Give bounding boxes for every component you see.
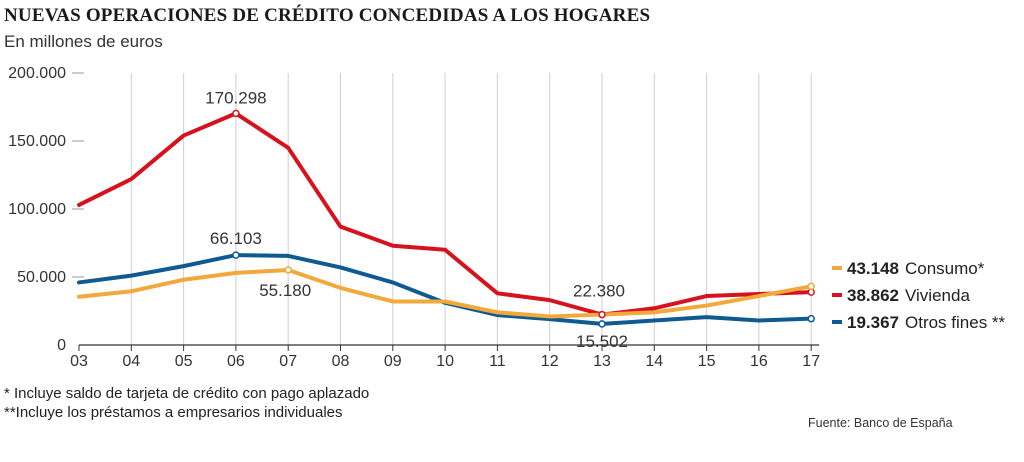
- x-tick-label: 06: [227, 353, 245, 370]
- y-tick-label: 200.000: [8, 65, 66, 82]
- x-tick-label: 14: [645, 353, 663, 370]
- x-tick-label: 16: [750, 353, 768, 370]
- x-tick-label: 05: [175, 353, 193, 370]
- x-tick-label: 11: [489, 353, 506, 370]
- source-credit: Fuente: Banco de España: [808, 416, 953, 430]
- annotation-marker: [232, 109, 240, 118]
- x-tick-label: 10: [436, 353, 454, 370]
- annotation-marker: [284, 266, 292, 274]
- annotation-label: 22.380: [573, 282, 625, 301]
- annotation-label: 170.298: [205, 88, 266, 107]
- series-line-consumo: [77, 267, 814, 319]
- y-tick-label: 0: [57, 337, 66, 354]
- end-point-marker: [807, 282, 815, 291]
- x-tick-label: 15: [698, 353, 716, 370]
- x-tick-label: 17: [802, 353, 820, 370]
- legend-label: Consumo*: [905, 259, 985, 278]
- annotation-marker: [598, 320, 606, 328]
- x-tick-label: 08: [332, 353, 350, 370]
- x-tick-label: 07: [279, 353, 297, 370]
- x-tick-label: 09: [384, 353, 402, 370]
- legend-value: 43.148: [847, 259, 899, 278]
- annotation-label: 66.103: [210, 229, 262, 248]
- x-tick-label: 04: [122, 353, 140, 370]
- chart-subtitle: En millones de euros: [4, 32, 163, 51]
- series-line-vivienda: [77, 111, 814, 317]
- annotation-marker: [232, 251, 240, 259]
- annotation-label: 15.502: [576, 332, 628, 351]
- annotation-label: 55.180: [259, 281, 311, 300]
- legend-label: Otros fines **: [905, 313, 1006, 332]
- chart-title: NUEVAS OPERACIONES DE CRÉDITO CONCEDIDAS…: [4, 5, 651, 26]
- legend-value: 38.862: [847, 286, 899, 305]
- legend-value: 19.367: [847, 313, 899, 332]
- footnote-otros-fines: **Incluye los préstamos a empresarios in…: [4, 404, 343, 421]
- annotation-marker: [598, 310, 606, 319]
- x-tick-label: 12: [541, 353, 559, 370]
- x-tick-label: 03: [70, 353, 88, 370]
- x-tick-label: 13: [593, 353, 611, 370]
- legend-label: Vivienda: [905, 286, 970, 305]
- y-tick-label: 50.000: [17, 269, 66, 286]
- y-tick-label: 150.000: [8, 133, 66, 150]
- y-tick-label: 100.000: [8, 201, 66, 218]
- footnote-consumo: * Incluye saldo de tarjeta de crédito co…: [4, 385, 370, 402]
- end-point-marker: [807, 314, 815, 323]
